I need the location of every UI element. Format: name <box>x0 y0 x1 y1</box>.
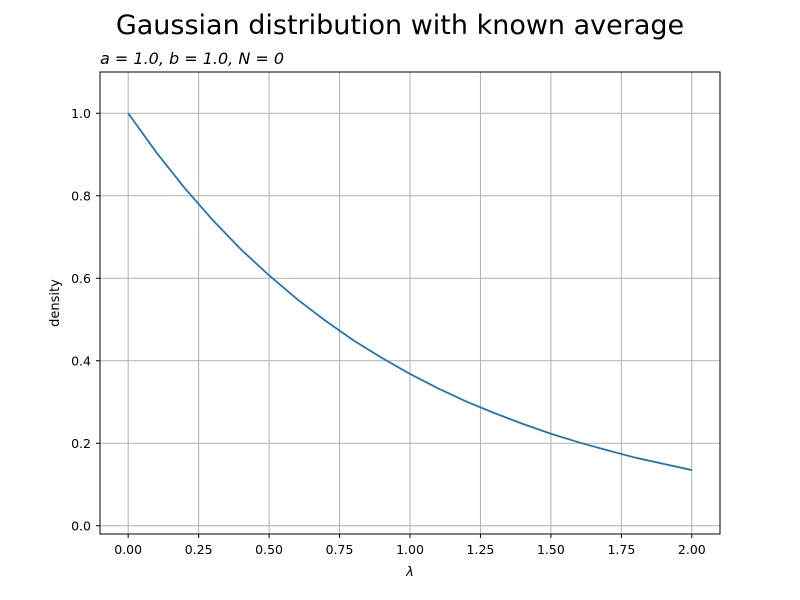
chart-subtitle: a = 1.0, b = 1.0, N = 0 <box>100 49 284 68</box>
plot-series <box>127 112 693 471</box>
x-tick-label: 1.75 <box>607 542 635 557</box>
x-tick-label: 1.00 <box>396 542 424 557</box>
y-axis-label: density <box>48 279 63 327</box>
y-tick-label: 0.8 <box>71 188 91 203</box>
x-tick-label: 0.50 <box>255 542 283 557</box>
chart-title: Gaussian distribution with known average <box>116 10 684 41</box>
y-tick-label: 0.2 <box>71 436 91 451</box>
y-tick-label: 0.6 <box>71 271 91 286</box>
y-tick-label: 0.4 <box>71 353 91 368</box>
y-tick-label: 0.0 <box>71 518 91 533</box>
y-tick-label: 1.0 <box>71 106 91 121</box>
x-tick-label: 1.25 <box>467 542 495 557</box>
x-tick-label: 0.25 <box>185 542 213 557</box>
x-tick-label: 2.00 <box>678 542 706 557</box>
density-curve <box>127 112 693 471</box>
axis-ticks: 0.00 0.25 0.50 0.75 1.00 1.25 1.50 1.75 2.00 0.0 0… <box>71 106 706 557</box>
x-axis-label: λ <box>405 565 414 580</box>
grid-lines <box>100 72 720 534</box>
x-tick-label: 0.00 <box>114 542 142 557</box>
x-tick-label: 0.75 <box>326 542 354 557</box>
x-tick-label: 1.50 <box>537 542 565 557</box>
plot-frame <box>99 71 721 535</box>
